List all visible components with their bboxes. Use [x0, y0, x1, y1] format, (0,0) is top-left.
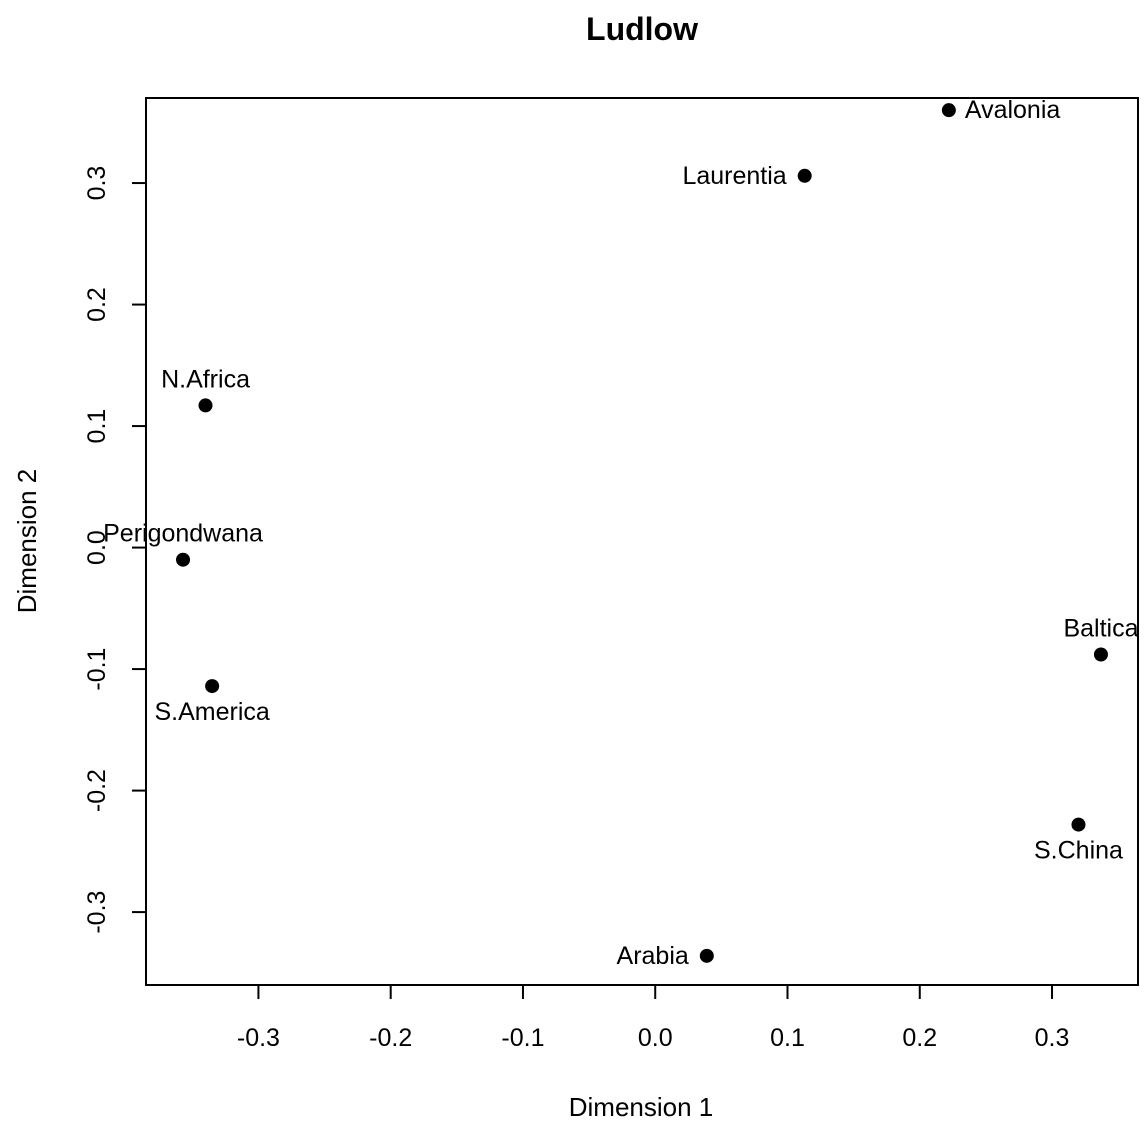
y-tick-label: 0.2: [83, 287, 111, 322]
data-points: Avalonia Laurentia N.Africa Perigondwana S.A…: [103, 96, 1138, 970]
y-axis-label: Dimension 2: [12, 469, 42, 614]
x-tick-label: -0.2: [369, 1024, 412, 1052]
data-point: [176, 552, 191, 567]
x-axis-label: Dimension 1: [569, 1092, 714, 1122]
data-point: [699, 948, 714, 963]
plot-frame: [145, 97, 1139, 986]
data-point: [941, 103, 956, 118]
data-point: [1071, 817, 1086, 832]
x-axis: -0.3 -0.2 -0.1 0.0 0.1 0.2 0.3: [237, 984, 1070, 1052]
point-label: N.Africa: [161, 365, 250, 393]
y-tick-label: -0.2: [83, 769, 111, 812]
data-point: [205, 679, 220, 694]
x-tick-label: 0.0: [638, 1024, 673, 1052]
point-label: S.China: [1034, 837, 1123, 865]
y-axis: -0.3 -0.2 -0.1 0.0 0.1 0.2 0.3: [83, 166, 147, 934]
x-tick-label: 0.2: [902, 1024, 937, 1052]
point-label: Avalonia: [965, 96, 1061, 124]
point-label: Baltica: [1063, 615, 1138, 643]
chart-title: Ludlow: [586, 11, 698, 47]
y-tick-label: 0.1: [83, 409, 111, 444]
y-tick-label: -0.3: [83, 891, 111, 934]
data-point: [1093, 647, 1108, 662]
data-point: [198, 398, 213, 413]
data-point: [797, 168, 812, 183]
y-tick-label: -0.1: [83, 648, 111, 691]
x-tick-label: 0.1: [770, 1024, 805, 1052]
x-tick-label: -0.3: [237, 1024, 280, 1052]
y-tick-label: 0.0: [83, 530, 111, 565]
y-tick-label: 0.3: [83, 166, 111, 201]
point-label: Arabia: [617, 942, 689, 970]
x-tick-label: -0.1: [501, 1024, 544, 1052]
point-label: S.America: [154, 698, 269, 726]
point-label: Perigondwana: [103, 520, 263, 548]
point-label: Laurentia: [682, 162, 786, 190]
x-tick-label: 0.3: [1035, 1024, 1070, 1052]
